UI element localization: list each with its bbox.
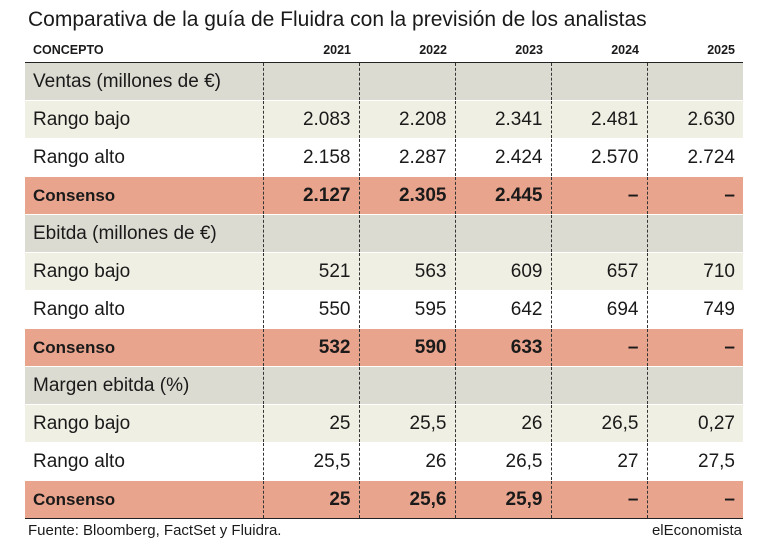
row-label-cell: Consenso xyxy=(25,328,263,367)
value-cell: 710 xyxy=(646,252,743,291)
consensus-row: Consenso 25 25,6 25,9– – xyxy=(25,480,743,519)
value-cell: – xyxy=(550,176,647,215)
row-label-cell: Ebitda (millones de €) xyxy=(25,214,263,253)
value-cell: 657 xyxy=(550,252,647,291)
value-cell xyxy=(454,366,551,405)
low-row: Rango bajo 25 25,5 26 26,5 0,27 xyxy=(25,404,743,443)
value-cell: 595 xyxy=(358,290,455,329)
value-cell: 26 xyxy=(358,442,455,481)
value-cell: 694 xyxy=(550,290,647,329)
consensus-row: Consenso 2.127 2.305 2.445– – xyxy=(25,176,743,215)
value-cell: 26,5 xyxy=(550,404,647,443)
value-cell xyxy=(358,62,455,101)
value-cell: 25,5 xyxy=(262,442,359,481)
section-row: Ebitda (millones de €) xyxy=(25,214,743,253)
value-cell: 2.341 xyxy=(454,100,551,139)
row-label-cell: Rango bajo xyxy=(25,404,263,443)
value-cell xyxy=(646,214,743,253)
value-cell: 2.445 xyxy=(454,176,551,215)
value-cell: – xyxy=(646,176,743,215)
value-cell: 2.208 xyxy=(358,100,455,139)
value-cell: 642 xyxy=(454,290,551,329)
value-cell xyxy=(358,214,455,253)
source-note: Fuente: Bloomberg, FactSet y Fluidra. xyxy=(28,522,282,539)
row-label-cell: Consenso xyxy=(25,176,263,215)
value-cell: 25,5 xyxy=(358,404,455,443)
value-cell: – xyxy=(646,328,743,367)
row-label-cell: Rango alto xyxy=(25,138,263,177)
comparison-table: CONCEPTO 2021 2022 2023 2024 2025 Ventas… xyxy=(25,38,743,519)
table-header-row: CONCEPTO 2021 2022 2023 2024 2025 xyxy=(25,38,743,63)
value-cell xyxy=(550,366,647,405)
header-concepto: CONCEPTO xyxy=(25,38,263,63)
value-cell: 27,5 xyxy=(646,442,743,481)
header-year-2024: 2024 xyxy=(551,38,647,63)
value-cell: 26 xyxy=(454,404,551,443)
value-cell: – xyxy=(646,480,743,519)
value-cell: 25,6 xyxy=(358,480,455,519)
value-cell: 0,27 xyxy=(646,404,743,443)
value-cell: 532 xyxy=(262,328,359,367)
value-cell xyxy=(550,62,647,101)
value-cell: 590 xyxy=(358,328,455,367)
value-cell: 2.127 xyxy=(262,176,359,215)
value-cell: 2.083 xyxy=(262,100,359,139)
value-cell: – xyxy=(550,328,647,367)
value-cell xyxy=(646,62,743,101)
value-cell: – xyxy=(550,480,647,519)
value-cell: 563 xyxy=(358,252,455,291)
value-cell: 749 xyxy=(646,290,743,329)
value-cell xyxy=(358,366,455,405)
table-body: Ventas (millones de €) Rango bajo 2.083 2.2… xyxy=(25,62,743,519)
row-label-cell: Consenso xyxy=(25,480,263,519)
row-label-cell: Rango alto xyxy=(25,442,263,481)
value-cell xyxy=(262,62,359,101)
value-cell: 25 xyxy=(262,404,359,443)
value-cell: 633 xyxy=(454,328,551,367)
section-row: Ventas (millones de €) xyxy=(25,62,743,101)
value-cell: 2.481 xyxy=(550,100,647,139)
value-cell: 26,5 xyxy=(454,442,551,481)
value-cell: 25,9 xyxy=(454,480,551,519)
publisher-brand: elEconomista xyxy=(651,522,742,539)
row-label-cell: Margen ebitda (%) xyxy=(25,366,263,405)
consensus-row: Consenso 532 590 633– – xyxy=(25,328,743,367)
high-row: Rango alto 25,5 26 26,5 27 27,5 xyxy=(25,442,743,481)
value-cell: 2.287 xyxy=(358,138,455,177)
value-cell xyxy=(454,214,551,253)
high-row: Rango alto 550 595 642 694 749 xyxy=(25,290,743,329)
section-row: Margen ebitda (%) xyxy=(25,366,743,405)
row-label-cell: Rango bajo xyxy=(25,252,263,291)
row-label-cell: Rango bajo xyxy=(25,100,263,139)
value-cell: 25 xyxy=(262,480,359,519)
value-cell: 2.570 xyxy=(550,138,647,177)
value-cell: 609 xyxy=(454,252,551,291)
header-year-2023: 2023 xyxy=(455,38,551,63)
value-cell: 550 xyxy=(262,290,359,329)
value-cell: 2.724 xyxy=(646,138,743,177)
value-cell: 2.630 xyxy=(646,100,743,139)
header-year-2021: 2021 xyxy=(263,38,359,63)
value-cell xyxy=(646,366,743,405)
value-cell: 2.158 xyxy=(262,138,359,177)
row-label-cell: Rango alto xyxy=(25,290,263,329)
header-year-2025: 2025 xyxy=(647,38,743,63)
value-cell: 521 xyxy=(262,252,359,291)
high-row: Rango alto 2.158 2.287 2.424 2.570 2.724 xyxy=(25,138,743,177)
low-row: Rango bajo 521 563 609 657 710 xyxy=(25,252,743,291)
row-label-cell: Ventas (millones de €) xyxy=(25,62,263,101)
comparison-table-container: CONCEPTO 2021 2022 2023 2024 2025 Ventas… xyxy=(25,38,743,519)
value-cell: 2.305 xyxy=(358,176,455,215)
value-cell xyxy=(550,214,647,253)
value-cell: 2.424 xyxy=(454,138,551,177)
value-cell xyxy=(454,62,551,101)
value-cell: 27 xyxy=(550,442,647,481)
low-row: Rango bajo 2.083 2.208 2.341 2.481 2.630 xyxy=(25,100,743,139)
value-cell xyxy=(262,366,359,405)
value-cell xyxy=(262,214,359,253)
table-title: Comparativa de la guía de Fluidra con la… xyxy=(28,8,647,31)
header-year-2022: 2022 xyxy=(359,38,455,63)
